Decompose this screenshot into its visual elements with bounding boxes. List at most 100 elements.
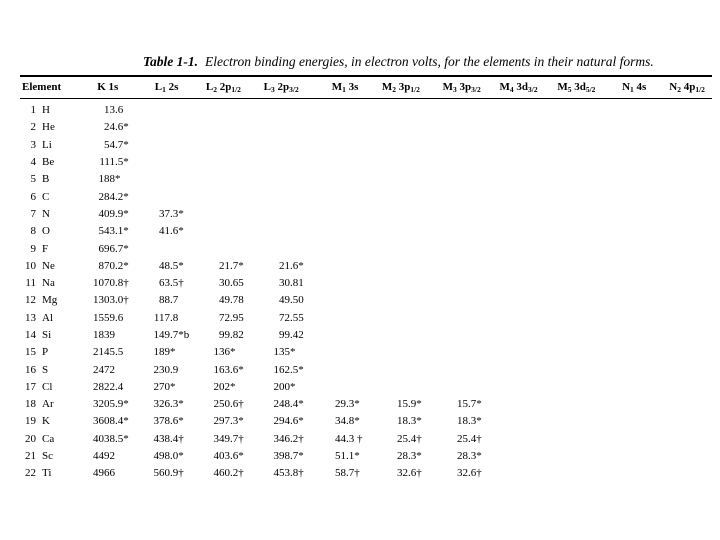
value-cell: 13.6 bbox=[104, 104, 124, 117]
table-row-si: 14 Si 1839 149.7*b 99.82 99.42 bbox=[20, 326, 712, 343]
value-cell: 34.8* bbox=[335, 415, 360, 428]
element-cell: 21 Sc bbox=[20, 450, 72, 462]
atomic-number: 2 bbox=[30, 121, 37, 134]
value-cell: 18.3* bbox=[457, 415, 482, 428]
value-cell: 99.42 bbox=[279, 329, 304, 341]
atomic-number: 13 bbox=[25, 311, 36, 324]
table-row-h: 1 H 13.6 bbox=[20, 102, 712, 119]
atomic-number: 3 bbox=[30, 138, 37, 151]
table-row-mg: 12 Mg 1303.0† 88.7 49.78 49.50 bbox=[20, 292, 712, 309]
value-cell: 2822.4 bbox=[93, 380, 124, 393]
value-cell: 117.8 bbox=[153, 311, 179, 324]
atomic-number: 11 bbox=[25, 277, 36, 290]
element-symbol: Na bbox=[42, 277, 55, 290]
table-row-ne: 10 Ne 870.2* 48.5* 21.7* 21.6* bbox=[20, 257, 712, 274]
value-cell: 3205.9* bbox=[93, 398, 129, 411]
value-cell: 378.6* bbox=[153, 415, 184, 428]
value-cell: 202 * bbox=[213, 380, 236, 393]
atomic-number: 17 bbox=[25, 380, 36, 393]
table-row-ti: 22 Ti 4966 560.9† 460.2† 453.8† 58.7† 32.6† 32.6… bbox=[20, 465, 712, 482]
element-symbol: He bbox=[42, 121, 55, 134]
value-cell: 28.3* bbox=[397, 450, 422, 463]
element-symbol: Si bbox=[42, 329, 52, 341]
value-cell: 297.3* bbox=[213, 415, 244, 428]
table-title-label: Table 1-1. bbox=[143, 54, 198, 69]
value-cell: 41.6* bbox=[159, 225, 184, 238]
value-cell: 37.3* bbox=[159, 207, 184, 220]
value-cell: 15.7* bbox=[457, 398, 482, 411]
value-cell: 25.4† bbox=[457, 432, 482, 445]
element-symbol: Ar bbox=[42, 398, 54, 411]
value-cell: 88.7 bbox=[159, 294, 179, 307]
atomic-number: 21 bbox=[25, 450, 36, 463]
table-row-s: 16 S 2472 230.9 163.6* 162.5* bbox=[20, 361, 712, 378]
value-cell: 409.9* bbox=[98, 207, 129, 220]
element-symbol: P bbox=[42, 346, 49, 359]
table-row-cl: 17 Cl 2822.4 270 * 202 * 200 * bbox=[20, 378, 712, 395]
value-cell: 136 * bbox=[213, 346, 236, 359]
element-cell: 17 Cl bbox=[20, 381, 72, 393]
value-cell: 250.6† bbox=[213, 398, 244, 411]
value-cell: 248.4* bbox=[273, 398, 304, 411]
table-row-sc: 21 Sc 4492 498.0* 403.6* 398.7* 51.1* 28.3* 28.3… bbox=[20, 447, 712, 464]
value-cell: 403.6* bbox=[213, 450, 244, 463]
value-cell: 21.7* bbox=[219, 259, 244, 272]
value-cell: 270 * bbox=[153, 380, 176, 393]
value-cell: 460.2† bbox=[213, 467, 244, 480]
value-cell: 28.3* bbox=[457, 450, 482, 463]
value-cell: 72.55 bbox=[279, 311, 304, 324]
value-cell: 230.9 bbox=[153, 363, 179, 376]
table-row-ca: 20 Ca 4038.5* 438.4† 349.7† 346.2† 44.3 † 25.4†… bbox=[20, 430, 712, 447]
atomic-number: 8 bbox=[30, 225, 37, 238]
atomic-number: 19 bbox=[25, 415, 36, 428]
value-cell: 438.4† bbox=[153, 432, 184, 445]
element-symbol: C bbox=[42, 190, 50, 203]
element-cell: 10 Ne bbox=[20, 260, 72, 272]
element-cell: 14 Si bbox=[20, 329, 72, 341]
column-header-element: Element bbox=[22, 81, 62, 94]
value-cell: 18.3* bbox=[397, 415, 422, 428]
value-cell: 326.3* bbox=[153, 398, 184, 411]
table-row-he: 2 He 24.6* bbox=[20, 119, 712, 136]
atomic-number: 12 bbox=[25, 294, 36, 307]
atomic-number: 5 bbox=[30, 173, 37, 186]
element-symbol: N bbox=[42, 207, 50, 220]
element-symbol: Ti bbox=[42, 467, 52, 480]
element-symbol: Ne bbox=[42, 259, 55, 272]
atomic-number: 1 bbox=[30, 104, 37, 117]
value-cell: 72.95 bbox=[219, 311, 244, 324]
value-cell: 870.2* bbox=[98, 259, 129, 272]
table-row-al: 13 Al 1559.6 117.8 72.95 72.55 bbox=[20, 309, 712, 326]
atomic-number: 6 bbox=[30, 190, 37, 203]
value-cell: 4966 bbox=[93, 467, 115, 480]
element-symbol: Mg bbox=[42, 294, 58, 307]
value-cell: 49.78 bbox=[219, 294, 244, 307]
value-cell: 32.6† bbox=[397, 467, 422, 480]
value-cell: 63.5† bbox=[159, 277, 184, 290]
element-symbol: Cl bbox=[42, 380, 53, 393]
value-cell: 346.2† bbox=[273, 432, 304, 445]
value-cell: 162.5* bbox=[273, 363, 304, 376]
value-cell: 49.50 bbox=[279, 294, 304, 307]
value-cell: 149.7*b bbox=[153, 329, 190, 341]
atomic-number: 22 bbox=[25, 467, 36, 480]
value-cell: 135 * bbox=[273, 346, 296, 359]
value-cell: 543.1* bbox=[98, 225, 129, 238]
table-row-na: 11 Na 1070.8† 63.5† 30.65 30.81 bbox=[20, 274, 712, 291]
table-row-ar: 18 Ar 3205.9* 326.3* 250.6† 248.4* 29.3* 15.9* 1… bbox=[20, 396, 712, 413]
element-cell: 19 K bbox=[20, 415, 72, 427]
binding-energies-table: Element K 1s L 1 2s L 2 2p 1/2 L 3 2p 3/2 M 1 3s M 2 … bbox=[20, 75, 712, 482]
element-cell: 11 Na bbox=[20, 277, 72, 289]
atomic-number: 4 bbox=[30, 156, 37, 169]
